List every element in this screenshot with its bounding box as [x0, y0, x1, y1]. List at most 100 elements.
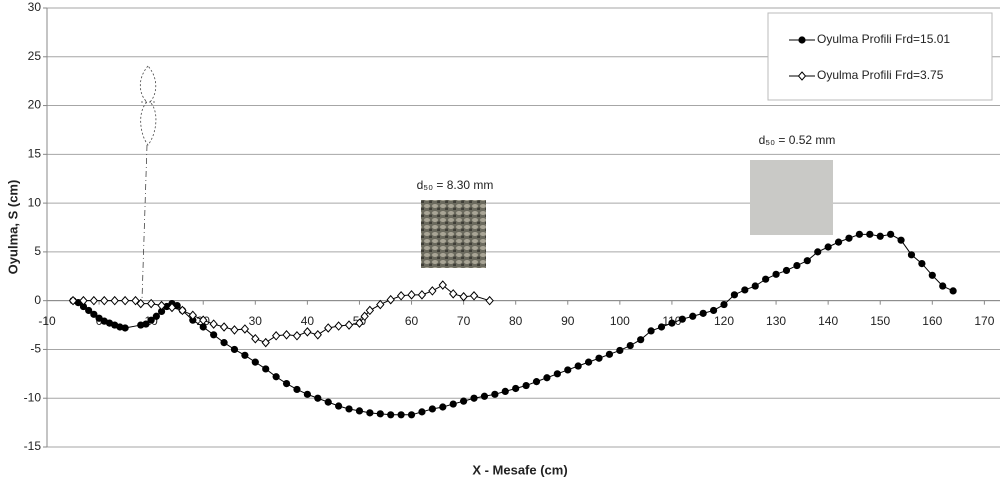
- legend-marker: [797, 71, 807, 81]
- point: [803, 257, 811, 265]
- point: [428, 405, 436, 413]
- point: [189, 316, 197, 324]
- point: [897, 236, 905, 244]
- point: [147, 316, 155, 324]
- point: [292, 331, 302, 341]
- point: [230, 345, 239, 354]
- point: [313, 330, 322, 340]
- point: [449, 400, 457, 408]
- series-line: [73, 284, 490, 344]
- point: [657, 323, 666, 331]
- y-tick-label: -5: [30, 342, 41, 356]
- point: [647, 327, 655, 335]
- x-tick-label: 30: [249, 314, 263, 328]
- point: [251, 358, 259, 366]
- point: [616, 346, 624, 355]
- point: [418, 408, 426, 416]
- point: [949, 287, 957, 295]
- point: [480, 392, 489, 400]
- point: [293, 385, 301, 394]
- point: [834, 238, 843, 246]
- legend-label: Oyulma Profili Frd=15.01: [817, 32, 950, 46]
- point: [460, 397, 468, 405]
- point: [782, 266, 791, 275]
- point: [136, 298, 145, 309]
- point: [167, 302, 177, 313]
- point: [845, 234, 853, 242]
- point: [324, 323, 333, 333]
- point: [459, 292, 468, 302]
- point: [626, 341, 634, 350]
- y-axis-title: Oyulma, S (cm): [5, 180, 20, 275]
- point: [417, 290, 427, 300]
- point: [449, 289, 458, 299]
- point: [918, 259, 926, 268]
- point: [439, 403, 447, 411]
- y-tick-label: 25: [28, 49, 42, 63]
- point: [709, 306, 718, 315]
- point: [209, 319, 218, 329]
- point: [68, 295, 78, 306]
- point: [241, 351, 249, 359]
- point: [100, 295, 109, 306]
- point: [79, 302, 88, 311]
- point: [376, 410, 384, 418]
- point: [90, 310, 98, 318]
- point: [532, 378, 541, 386]
- point: [387, 411, 395, 419]
- x-tick-label: 90: [561, 314, 575, 328]
- point: [762, 275, 770, 283]
- x-tick-label: 70: [457, 314, 471, 328]
- sand-photo: [750, 160, 833, 235]
- point: [866, 230, 874, 238]
- y-tick-label: -15: [24, 439, 42, 453]
- point: [595, 354, 603, 362]
- pier-sketch: [139, 65, 157, 301]
- point: [485, 295, 494, 306]
- point: [188, 310, 197, 321]
- point: [855, 230, 863, 238]
- point: [939, 282, 947, 290]
- point: [689, 312, 697, 320]
- point: [360, 311, 369, 322]
- point: [491, 390, 499, 398]
- point: [120, 295, 130, 306]
- point: [605, 350, 614, 358]
- x-tick-label: 130: [766, 314, 786, 328]
- point: [741, 286, 749, 294]
- point: [131, 295, 140, 306]
- point: [366, 409, 374, 417]
- point: [365, 305, 375, 316]
- legend-label: Oyulma Profili Frd=3.75: [817, 68, 944, 82]
- point: [469, 291, 479, 301]
- point: [303, 390, 311, 398]
- y-tick-label: 15: [28, 147, 42, 161]
- point: [152, 312, 160, 320]
- point: [668, 319, 676, 327]
- point: [251, 333, 260, 344]
- point: [199, 315, 208, 325]
- point: [230, 325, 239, 335]
- point: [386, 294, 395, 305]
- y-tick-label: 20: [28, 98, 42, 112]
- point: [271, 331, 281, 341]
- point: [564, 366, 572, 374]
- x-tick-label: 100: [610, 314, 630, 328]
- point: [79, 295, 88, 306]
- legend: [767, 12, 993, 101]
- point: [678, 315, 686, 323]
- point: [157, 300, 166, 311]
- point: [522, 381, 530, 390]
- point: [355, 318, 364, 328]
- point: [574, 362, 582, 370]
- x-tick-label: 160: [922, 314, 942, 328]
- point: [262, 365, 270, 373]
- point: [720, 300, 728, 309]
- annotation: d₅₀ = 8.30 mm: [417, 178, 494, 192]
- point: [730, 291, 739, 299]
- point: [344, 320, 354, 330]
- point: [178, 305, 187, 316]
- point: [772, 270, 780, 278]
- point: [210, 331, 218, 339]
